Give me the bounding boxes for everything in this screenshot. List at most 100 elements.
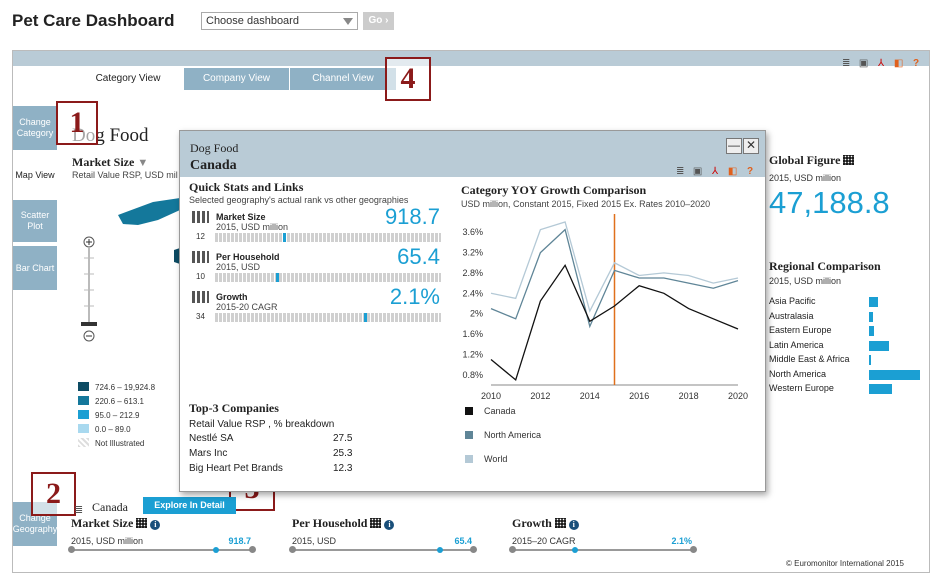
track-end <box>470 546 477 553</box>
table-icon[interactable] <box>136 518 148 528</box>
callout-1: 1 <box>56 101 98 145</box>
stat-name[interactable]: Per Household <box>216 252 280 262</box>
image-icon[interactable]: ▣ <box>692 166 703 177</box>
regional-comparison-title: Regional Comparison <box>769 259 881 273</box>
zoom-slider[interactable] <box>80 236 100 346</box>
stat-rank: 10 <box>196 272 205 281</box>
legend-item: Not Illustrated <box>78 438 144 448</box>
legend-swatch <box>78 410 89 419</box>
powerpoint-icon[interactable]: ◧ <box>893 58 904 69</box>
region-label: Eastern Europe <box>769 325 832 335</box>
dashboard-select[interactable]: Choose dashboard <box>201 12 358 30</box>
powerpoint-icon[interactable]: ◧ <box>727 166 738 177</box>
map-view-button[interactable]: Map View <box>13 163 57 187</box>
popup-geography: Canada <box>190 158 237 173</box>
legend-label: North America <box>484 430 541 440</box>
company-share: 12.3 <box>333 463 353 474</box>
scatter-plot-button[interactable]: Scatter Plot <box>13 200 57 242</box>
stat-name[interactable]: Market Size <box>216 212 266 222</box>
region-label: Western Europe <box>769 383 834 393</box>
bottom-metric-value: 65.4 <box>454 536 472 546</box>
map-region[interactable] <box>174 248 180 264</box>
stat-value: 918.7 <box>384 204 440 229</box>
bar-chart-button[interactable]: Bar Chart <box>13 246 57 290</box>
region-bar[interactable] <box>869 384 892 394</box>
company-name: Big Heart Pet Brands <box>189 463 283 474</box>
company-share: 25.3 <box>333 448 353 459</box>
zoom-handle[interactable] <box>81 322 97 326</box>
chevron-down-icon <box>343 18 353 25</box>
notes-icon[interactable]: ≣ <box>74 504 84 516</box>
triangle-down-icon[interactable]: ▼ <box>137 157 149 169</box>
list-icon[interactable]: ≣ <box>841 58 851 69</box>
stat-unit: 2015, USD <box>216 262 261 272</box>
pdf-icon[interactable]: ⅄ <box>878 58 885 69</box>
x-tick-label: 2016 <box>629 391 649 401</box>
legend-label: 0.0 – 89.0 <box>95 425 131 434</box>
region-bar[interactable] <box>869 355 871 365</box>
go-button[interactable]: Go › <box>363 12 394 30</box>
bottom-metric-marker <box>437 547 444 553</box>
legend-label: World <box>484 454 507 464</box>
quick-stats-title: Quick Stats and Links <box>189 180 304 194</box>
top3-sub: Retail Value RSP , % breakdown <box>189 419 335 430</box>
y-tick-label: 2.8% <box>462 268 483 278</box>
tab-category-view[interactable]: Category View <box>72 68 184 90</box>
legend-swatch <box>78 424 89 433</box>
bottom-metric-value: 2.1% <box>671 536 692 546</box>
metric-label[interactable]: Market Size ▼ <box>72 155 148 170</box>
explore-in-detail-button[interactable]: Explore In Detail <box>143 497 236 514</box>
bottom-metric-track <box>71 549 252 551</box>
legend-swatch <box>465 431 473 439</box>
bottom-metric-label: Growth <box>512 516 552 530</box>
region-label: Latin America <box>769 339 824 350</box>
stat-name[interactable]: Growth <box>216 292 248 302</box>
table-icon[interactable] <box>192 211 209 223</box>
metric-label-text: Market Size <box>72 155 135 169</box>
growth-chart: Category YOY Growth Comparison USD millio… <box>461 183 748 464</box>
bottom-metric-track <box>512 549 693 551</box>
popup-header: Dog Food Canada — ✕ ≣ ▣ ⅄ ◧ ? <box>180 131 765 177</box>
stat-unit: 2015-20 CAGR <box>216 302 278 312</box>
info-icon[interactable]: i <box>568 520 579 530</box>
region-bar[interactable] <box>869 326 874 336</box>
close-button[interactable]: ✕ <box>743 138 759 154</box>
tab-company-view[interactable]: Company View <box>184 68 290 90</box>
stat-unit: 2015, USD million <box>216 222 289 232</box>
region-label: Australasia <box>769 310 814 321</box>
change-category-button[interactable]: Change Category <box>13 106 57 150</box>
company-name: Mars Inc <box>189 448 228 459</box>
region-bar[interactable] <box>869 297 879 307</box>
bottom-metric-sub: 2015, USD <box>292 536 337 546</box>
bottom-metric-label: Market Size <box>71 516 134 530</box>
pdf-icon[interactable]: ⅄ <box>712 166 719 177</box>
table-icon[interactable] <box>192 251 209 263</box>
stat-value: 65.4 <box>397 244 440 269</box>
info-icon[interactable]: i <box>150 520 161 530</box>
table-icon[interactable] <box>370 518 382 528</box>
y-tick-label: 1.2% <box>462 349 483 359</box>
region-bar[interactable] <box>869 340 890 351</box>
dashboard-frame <box>12 50 930 573</box>
map[interactable] <box>98 180 180 270</box>
chart-subtitle: USD million, Constant 2015, Fixed 2015 E… <box>461 199 710 209</box>
help-icon[interactable]: ? <box>746 166 754 177</box>
table-icon[interactable] <box>192 291 209 303</box>
track-end <box>249 546 256 553</box>
x-tick-label: 2018 <box>679 391 699 401</box>
image-icon[interactable]: ▣ <box>858 58 869 69</box>
region-bar[interactable] <box>869 369 920 380</box>
stat-rank-marker <box>364 313 368 322</box>
region-bar[interactable] <box>869 311 874 322</box>
minimize-button[interactable]: — <box>726 138 742 154</box>
map-region[interactable] <box>118 198 180 225</box>
legend-swatch <box>78 382 89 391</box>
quick-stats-sub: Selected geography's actual rank vs othe… <box>189 195 409 205</box>
tab-channel-view[interactable]: Channel View <box>290 68 396 90</box>
help-icon[interactable]: ? <box>912 58 920 69</box>
stat-value: 2.1% <box>389 284 440 309</box>
list-icon[interactable]: ≣ <box>675 166 685 177</box>
table-icon[interactable] <box>554 518 566 528</box>
info-icon[interactable]: i <box>384 520 395 530</box>
table-icon[interactable] <box>843 155 855 165</box>
